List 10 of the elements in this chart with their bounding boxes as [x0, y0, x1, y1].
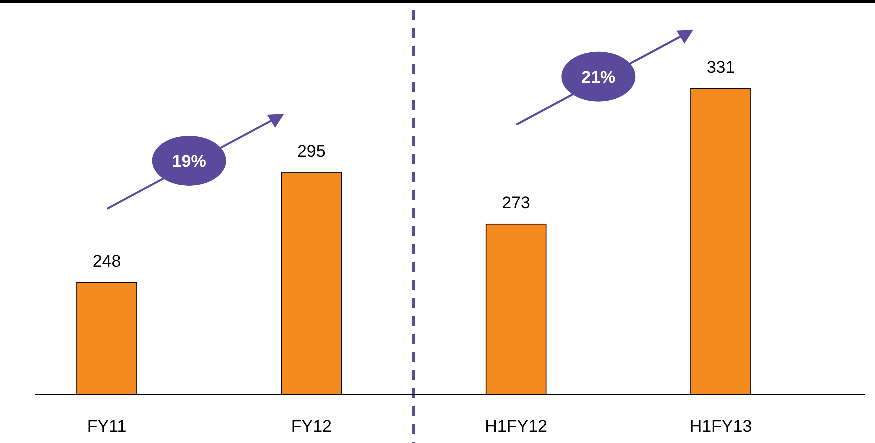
annotation: 19% — [172, 152, 206, 171]
data-label: 248 — [92, 252, 122, 271]
x-tick-label: H1FY13 — [690, 417, 752, 436]
x-tick-label: FY12 — [291, 417, 332, 436]
data-label: 331 — [706, 58, 736, 77]
annotation: 21% — [582, 68, 616, 87]
data-label: 273 — [502, 193, 531, 212]
data-label: 295 — [297, 142, 326, 161]
x-tick-label: FY11 — [87, 417, 127, 436]
x-tick-label: H1FY12 — [485, 417, 548, 436]
